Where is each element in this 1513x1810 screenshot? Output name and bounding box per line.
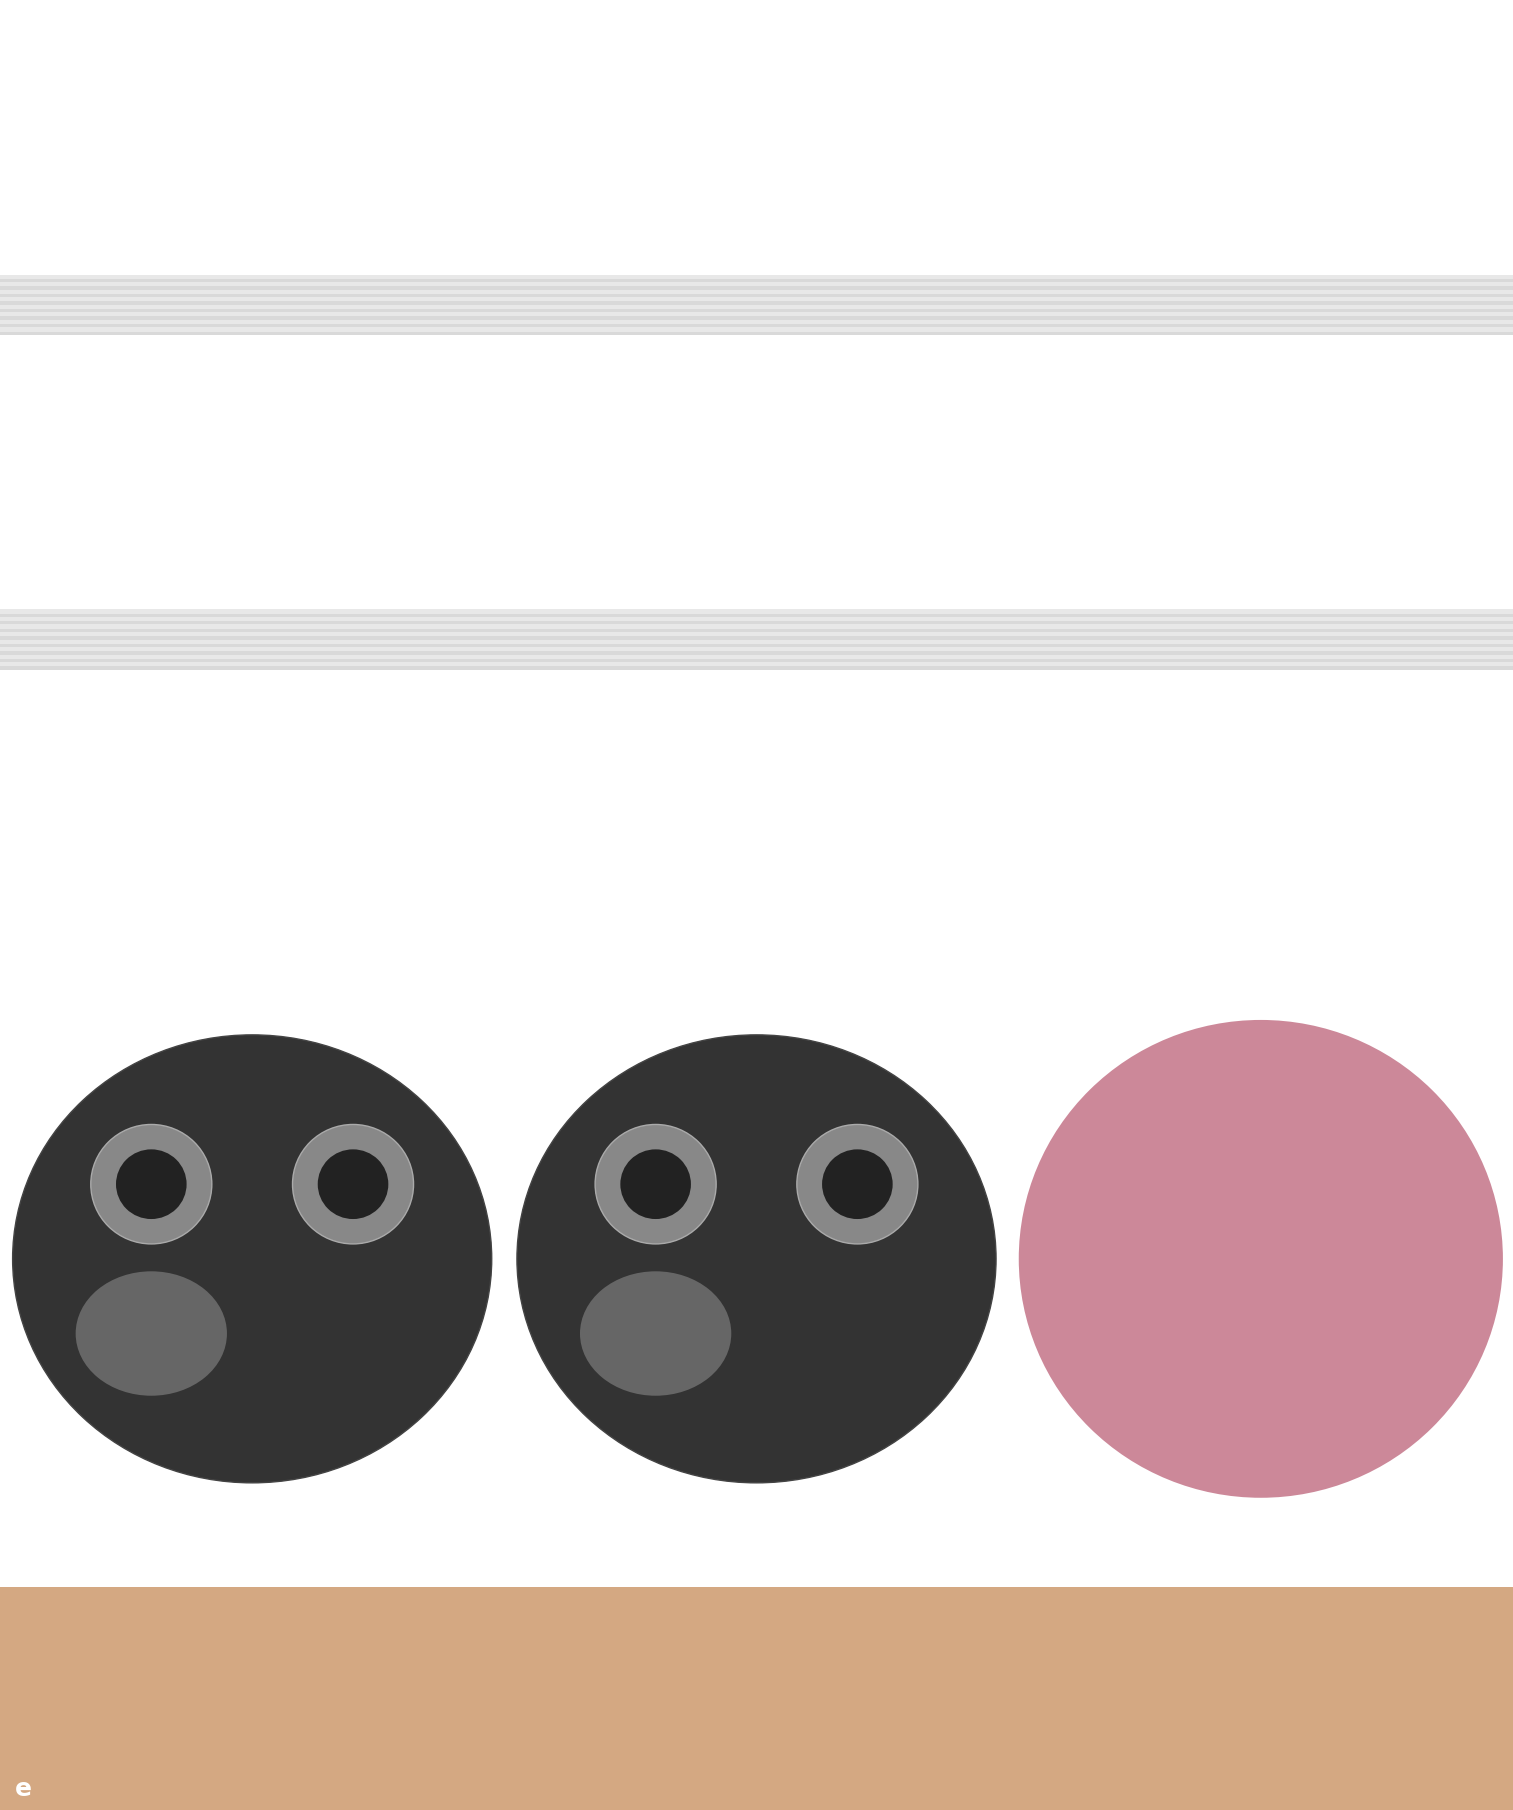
Bar [1009,621,1513,624]
Bar [504,610,1009,670]
Bar [0,666,504,670]
Bar [504,614,1009,617]
Bar [0,300,504,304]
Bar [504,310,1009,313]
Bar [504,659,1009,662]
Bar [0,610,504,670]
Bar [1009,279,1513,282]
Circle shape [318,1149,389,1220]
Text: d: d [1029,1464,1047,1488]
Circle shape [822,1149,893,1220]
Bar [504,286,1009,290]
Bar [0,644,504,648]
Text: b: b [20,1464,38,1488]
Bar [0,621,504,624]
Ellipse shape [579,1271,731,1396]
Circle shape [117,1149,186,1220]
Bar [1009,275,1513,335]
Bar [0,324,504,328]
Bar [1009,659,1513,662]
Bar [504,628,1009,632]
Bar [1009,331,1513,335]
Bar [1009,317,1513,320]
Circle shape [1018,1021,1502,1499]
Bar [0,635,504,639]
Bar [504,621,1009,624]
Bar [504,293,1009,297]
Circle shape [797,1124,918,1243]
Bar [1009,614,1513,617]
Bar [1009,610,1513,670]
Bar [0,652,504,655]
Bar [1009,652,1513,655]
Bar [1009,286,1513,290]
Bar [504,644,1009,648]
Bar [0,628,504,632]
Bar [0,293,504,297]
Bar [0,310,504,313]
Bar [1009,635,1513,639]
Bar [0,317,504,320]
Ellipse shape [12,1035,492,1482]
Bar [504,324,1009,328]
Circle shape [292,1124,413,1243]
Bar [1009,300,1513,304]
Bar [0,614,504,617]
Ellipse shape [76,1271,227,1396]
Bar [504,652,1009,655]
Ellipse shape [517,1035,996,1482]
Bar [504,279,1009,282]
Circle shape [595,1124,716,1243]
Bar [504,317,1009,320]
Bar [0,331,504,335]
Bar [504,635,1009,639]
Bar [504,300,1009,304]
Bar [0,275,504,335]
Bar [504,275,1009,335]
Bar [0,1587,1513,1810]
Bar [0,279,504,282]
Text: a: a [11,970,27,994]
Text: e: e [15,1777,32,1801]
Bar [504,331,1009,335]
Bar [1009,310,1513,313]
Bar [0,659,504,662]
Bar [1009,324,1513,328]
Bar [1009,293,1513,297]
Bar [1009,666,1513,670]
Circle shape [620,1149,691,1220]
Bar [1009,628,1513,632]
Bar [0,286,504,290]
Bar [504,666,1009,670]
Text: c: c [525,1464,539,1488]
Bar [1009,644,1513,648]
Circle shape [91,1124,212,1243]
